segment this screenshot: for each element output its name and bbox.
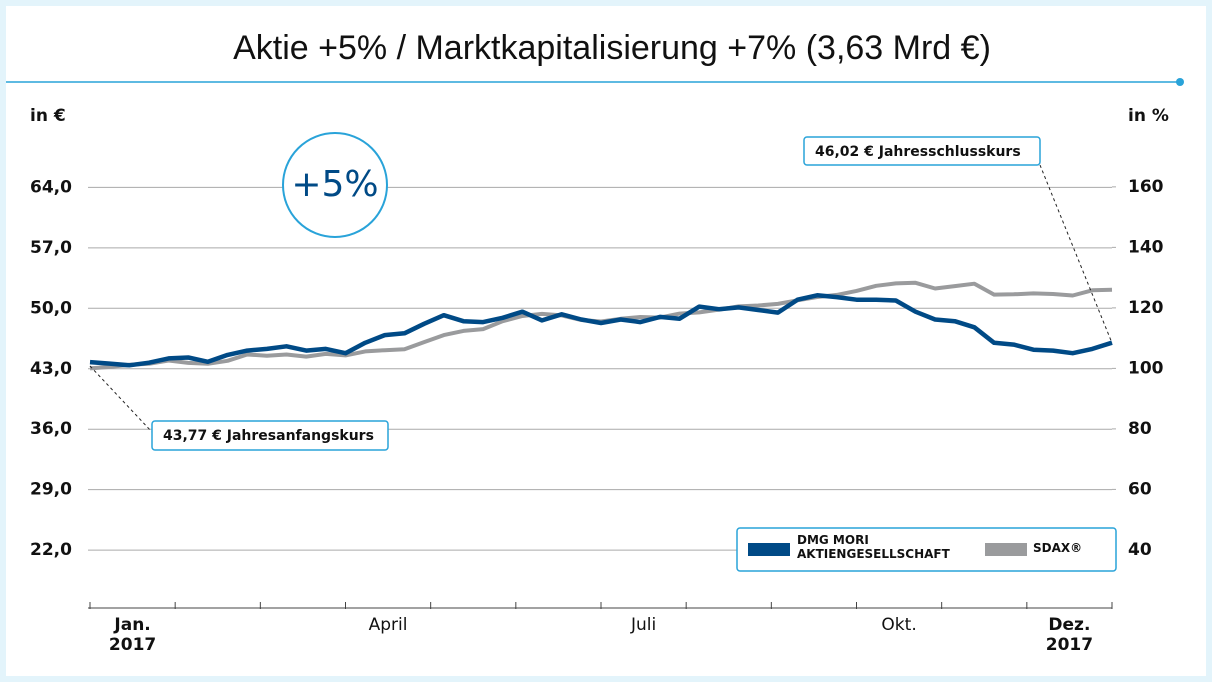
title-dot	[1176, 78, 1184, 86]
legend-box	[736, 527, 1117, 572]
y-tick-label: 36,0	[30, 419, 72, 439]
legend-label: DMG MORI AKTIENGESELLSCHAFT	[797, 533, 950, 561]
y-axis-label: in €	[30, 106, 66, 126]
y2-axis-label: in %	[1128, 106, 1169, 126]
highlight-circle	[282, 132, 388, 238]
y2-tick-label: 140	[1128, 237, 1164, 257]
panel	[6, 6, 1206, 676]
y-tick-label: 64,0	[30, 177, 72, 197]
callout-box	[803, 136, 1041, 166]
legend-swatch	[985, 543, 1027, 556]
callout-text: 43,77 € Jahresanfangskurs	[163, 428, 374, 444]
y2-tick-label: 120	[1128, 298, 1164, 318]
y2-tick-label: 100	[1128, 358, 1164, 378]
y-tick-label: 50,0	[30, 298, 72, 318]
y2-tick-label: 60	[1128, 479, 1152, 499]
highlight-text: +5%	[291, 164, 378, 205]
y2-tick-label: 80	[1128, 419, 1152, 439]
chart-title: Aktie +5% / Marktkapitalisierung +7% (3,…	[233, 29, 991, 67]
x-tick-label: Jan. 2017	[108, 615, 157, 655]
callout-text: 46,02 € Jahresschlusskurs	[815, 144, 1021, 160]
y-tick-label: 22,0	[30, 540, 72, 560]
y-tick-label: 43,0	[30, 359, 72, 379]
series-line	[89, 293, 1113, 368]
y2-tick-label: 40	[1128, 540, 1152, 560]
x-tick-label: Dez. 2017	[1045, 615, 1094, 655]
x-tick-label: Okt.	[881, 615, 917, 635]
callout-box	[151, 420, 389, 451]
y-tick-label: 29,0	[30, 480, 72, 500]
legend-swatch	[748, 543, 790, 556]
legend-label: SDAX®	[1033, 541, 1083, 555]
lines	[89, 280, 1113, 371]
x-tick-label: Juli	[630, 615, 657, 635]
y2-tick-label: 160	[1128, 177, 1164, 197]
y-tick-label: 57,0	[30, 238, 72, 258]
x-tick-label: April	[368, 615, 408, 635]
callout-line	[1039, 164, 1113, 344]
